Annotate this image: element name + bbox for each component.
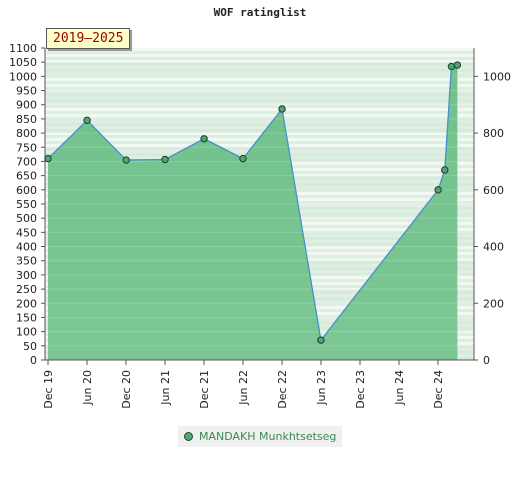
data-point (441, 166, 449, 174)
x-tick-label: Dec 20 (120, 370, 133, 409)
y-tick-label-left: 1100 (9, 42, 37, 55)
data-point (239, 154, 247, 163)
y-tick-label-right: 400 (483, 241, 504, 254)
data-point (317, 336, 325, 344)
y-tick-label-left: 400 (16, 241, 37, 254)
data-points (44, 61, 462, 344)
y-tick-label-left: 450 (16, 226, 37, 239)
y-tick-label-left: 700 (16, 155, 37, 168)
x-tick-label: Jun 21 (159, 370, 172, 406)
y-tick-label-right: 600 (483, 184, 504, 197)
x-tick-label: Dec 19 (42, 370, 55, 409)
y-tick-label-left: 250 (16, 283, 37, 296)
data-point (453, 61, 462, 69)
x-tick-label: Dec 21 (198, 370, 211, 409)
x-tick-label: Jun 23 (315, 370, 328, 406)
data-point (447, 62, 456, 71)
y-tick-label-left: 200 (16, 297, 37, 310)
y-tick-label-left: 1050 (9, 56, 37, 69)
y-tick-label-right: 0 (483, 354, 490, 367)
data-point (161, 155, 169, 164)
y-tick-label-left: 750 (16, 141, 37, 154)
y-tick-label-left: 1000 (9, 70, 37, 83)
data-point (278, 105, 286, 113)
y-tick-label-left: 300 (16, 269, 37, 282)
data-point (44, 154, 52, 163)
data-point (434, 186, 442, 194)
legend[interactable]: MANDAKH Munkhtsetseg (178, 426, 343, 447)
x-tick-label: Jun 20 (81, 370, 94, 406)
series-line (47, 64, 458, 342)
y-tick-label-left: 500 (16, 212, 37, 225)
chart-title: WOF ratinglist (213, 6, 307, 19)
data-point (200, 135, 208, 143)
y-tick-label-left: 900 (16, 99, 37, 112)
legend-marker-icon (184, 432, 193, 441)
y-tick-label-left: 350 (16, 255, 37, 268)
y-tick-label-right: 200 (483, 297, 504, 310)
y-tick-label-left: 0 (30, 354, 37, 367)
x-tick-label: Jun 24 (393, 370, 406, 406)
axes: 0501001502002503003504004505005506006507… (9, 42, 511, 409)
series-area (45, 61, 474, 360)
y-tick-label-left: 950 (16, 85, 37, 98)
y-tick-label-left: 600 (16, 184, 37, 197)
y-tick-label-right: 800 (483, 127, 504, 140)
y-tick-label-left: 100 (16, 326, 37, 339)
x-tick-label: Jun 22 (237, 370, 250, 406)
x-tick-label: Dec 24 (432, 370, 445, 409)
y-tick-label-left: 50 (23, 340, 37, 353)
data-point (83, 116, 91, 125)
series-area-fill (48, 65, 458, 360)
date-range-badge: 2019–2025 (46, 28, 131, 49)
legend-label: MANDAKH Munkhtsetseg (199, 430, 337, 443)
y-tick-label-left: 800 (16, 127, 37, 140)
y-tick-label-left: 150 (16, 311, 37, 324)
y-tick-label-left: 850 (16, 113, 37, 126)
y-tick-label-right: 1000 (483, 70, 511, 83)
data-point (122, 156, 130, 164)
x-tick-label: Dec 22 (276, 370, 289, 409)
y-tick-label-left: 550 (16, 198, 37, 211)
x-tick-label: Dec 23 (354, 370, 367, 409)
y-tick-label-left: 650 (16, 170, 37, 183)
